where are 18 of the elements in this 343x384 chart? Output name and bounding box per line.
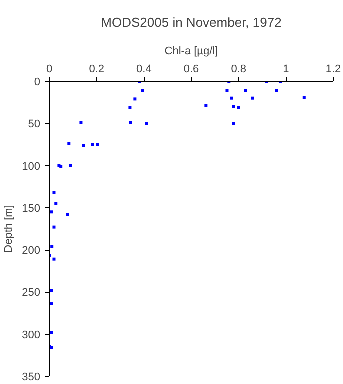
- x-tick-label: 0.4: [136, 64, 152, 76]
- x-tick-label: 0: [46, 64, 53, 76]
- x-tick-label: 0.8: [231, 64, 246, 76]
- x-tick-label: 0.2: [89, 64, 104, 76]
- y-tick-label: 350: [22, 372, 41, 384]
- x-axis-title: Chl-a [µg/l]: [164, 46, 218, 58]
- y-tick-label: 200: [22, 245, 41, 258]
- x-tick-label: 1.2: [326, 64, 342, 76]
- y-tick-label: 50: [28, 118, 41, 131]
- y-tick-label: 100: [22, 160, 41, 173]
- x-tick-label: 1: [283, 64, 290, 76]
- chart-title: MODS2005 in November, 1972: [101, 15, 282, 30]
- y-tick-label: 150: [22, 202, 41, 215]
- x-tick-label: 0.6: [184, 64, 200, 76]
- y-tick-label: 250: [22, 287, 41, 300]
- y-axis-title: Depth [m]: [3, 205, 16, 253]
- y-tick-label: 0: [34, 76, 41, 88]
- y-tick-label: 300: [22, 329, 41, 342]
